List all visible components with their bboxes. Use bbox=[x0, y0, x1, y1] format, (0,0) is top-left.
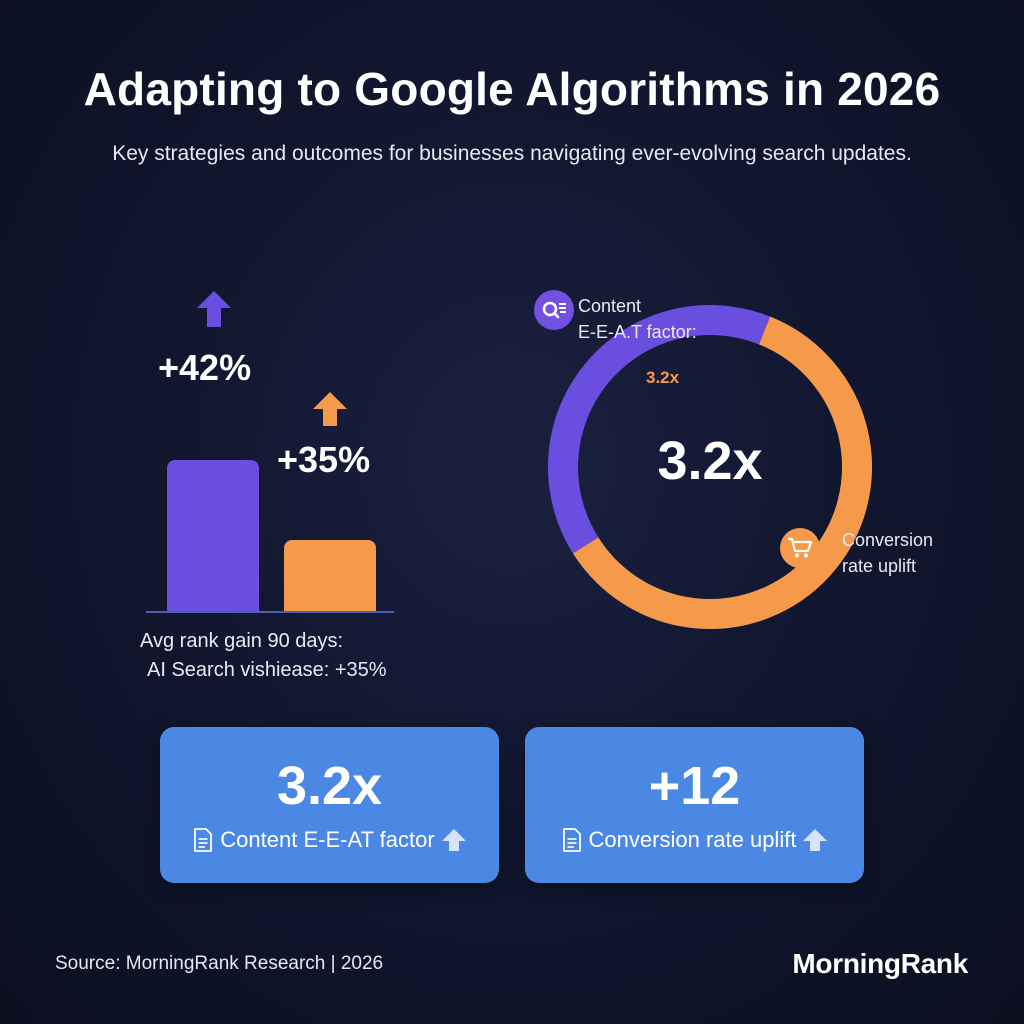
arrow-up-icon bbox=[313, 392, 347, 426]
source-note: Source: MorningRank Research | 2026 bbox=[55, 953, 384, 974]
stat-card-content-factor: 3.2x Content E-E-AT factor bbox=[160, 727, 499, 883]
bar-rank-gain bbox=[167, 460, 259, 611]
arrow-up-icon bbox=[197, 291, 231, 327]
callout-line: Conversion bbox=[842, 530, 934, 550]
stat-label-row: Content E-E-AT factor bbox=[160, 827, 499, 853]
x-axis-line bbox=[146, 611, 394, 613]
arrow-up-icon bbox=[803, 829, 828, 851]
shopping-cart-icon bbox=[780, 528, 820, 568]
document-icon bbox=[562, 828, 581, 852]
document-icon bbox=[194, 828, 213, 852]
stat-value: 3.2x bbox=[276, 756, 383, 816]
stat-label: Content E-E-AT factor bbox=[220, 827, 435, 852]
callout-line: E-E-A.T factor: bbox=[578, 322, 697, 342]
caption-line-2: AI Search vishiease: +35% bbox=[147, 659, 387, 681]
page-subtitle: Key strategies and outcomes for business… bbox=[112, 142, 912, 165]
search-list-icon bbox=[534, 290, 574, 330]
stat-card-conversion-uplift: +12 Conversion rate uplift bbox=[525, 727, 864, 883]
caption-line-1: Avg rank gain 90 days: bbox=[140, 630, 344, 652]
stat-label-row: Conversion rate uplift bbox=[525, 827, 864, 853]
donut-center-value: 3.2x bbox=[657, 431, 763, 491]
callout-conversion-uplift: Conversion rate uplift bbox=[842, 527, 933, 579]
callout-line: Content bbox=[578, 296, 642, 316]
donut-slice-content-factor bbox=[548, 305, 771, 554]
stat-label: Conversion rate uplift bbox=[588, 827, 797, 852]
bar-value-label: +42% bbox=[158, 347, 252, 388]
rank-gain-bar-chart: +42% +35% bbox=[140, 285, 410, 615]
callout-content-factor: Content E-E-A.T factor: bbox=[578, 293, 697, 345]
page-title: Adapting to Google Algorithms in 2026 bbox=[83, 63, 941, 115]
donut-slice-label: 3.2x bbox=[646, 368, 680, 387]
callout-line: rate uplift bbox=[842, 556, 917, 576]
arrow-up-icon bbox=[441, 829, 466, 851]
bar-chart-caption: Avg rank gain 90 days: AI Search vishiea… bbox=[140, 627, 387, 685]
stat-value: +12 bbox=[648, 756, 741, 816]
donut-slice-conversion-uplift bbox=[572, 316, 872, 629]
factor-donut-chart bbox=[548, 305, 872, 629]
brand-logo-text: MorningRank bbox=[792, 948, 968, 979]
bar-ai-visibility bbox=[284, 540, 376, 611]
bar-value-label: +35% bbox=[277, 439, 371, 480]
